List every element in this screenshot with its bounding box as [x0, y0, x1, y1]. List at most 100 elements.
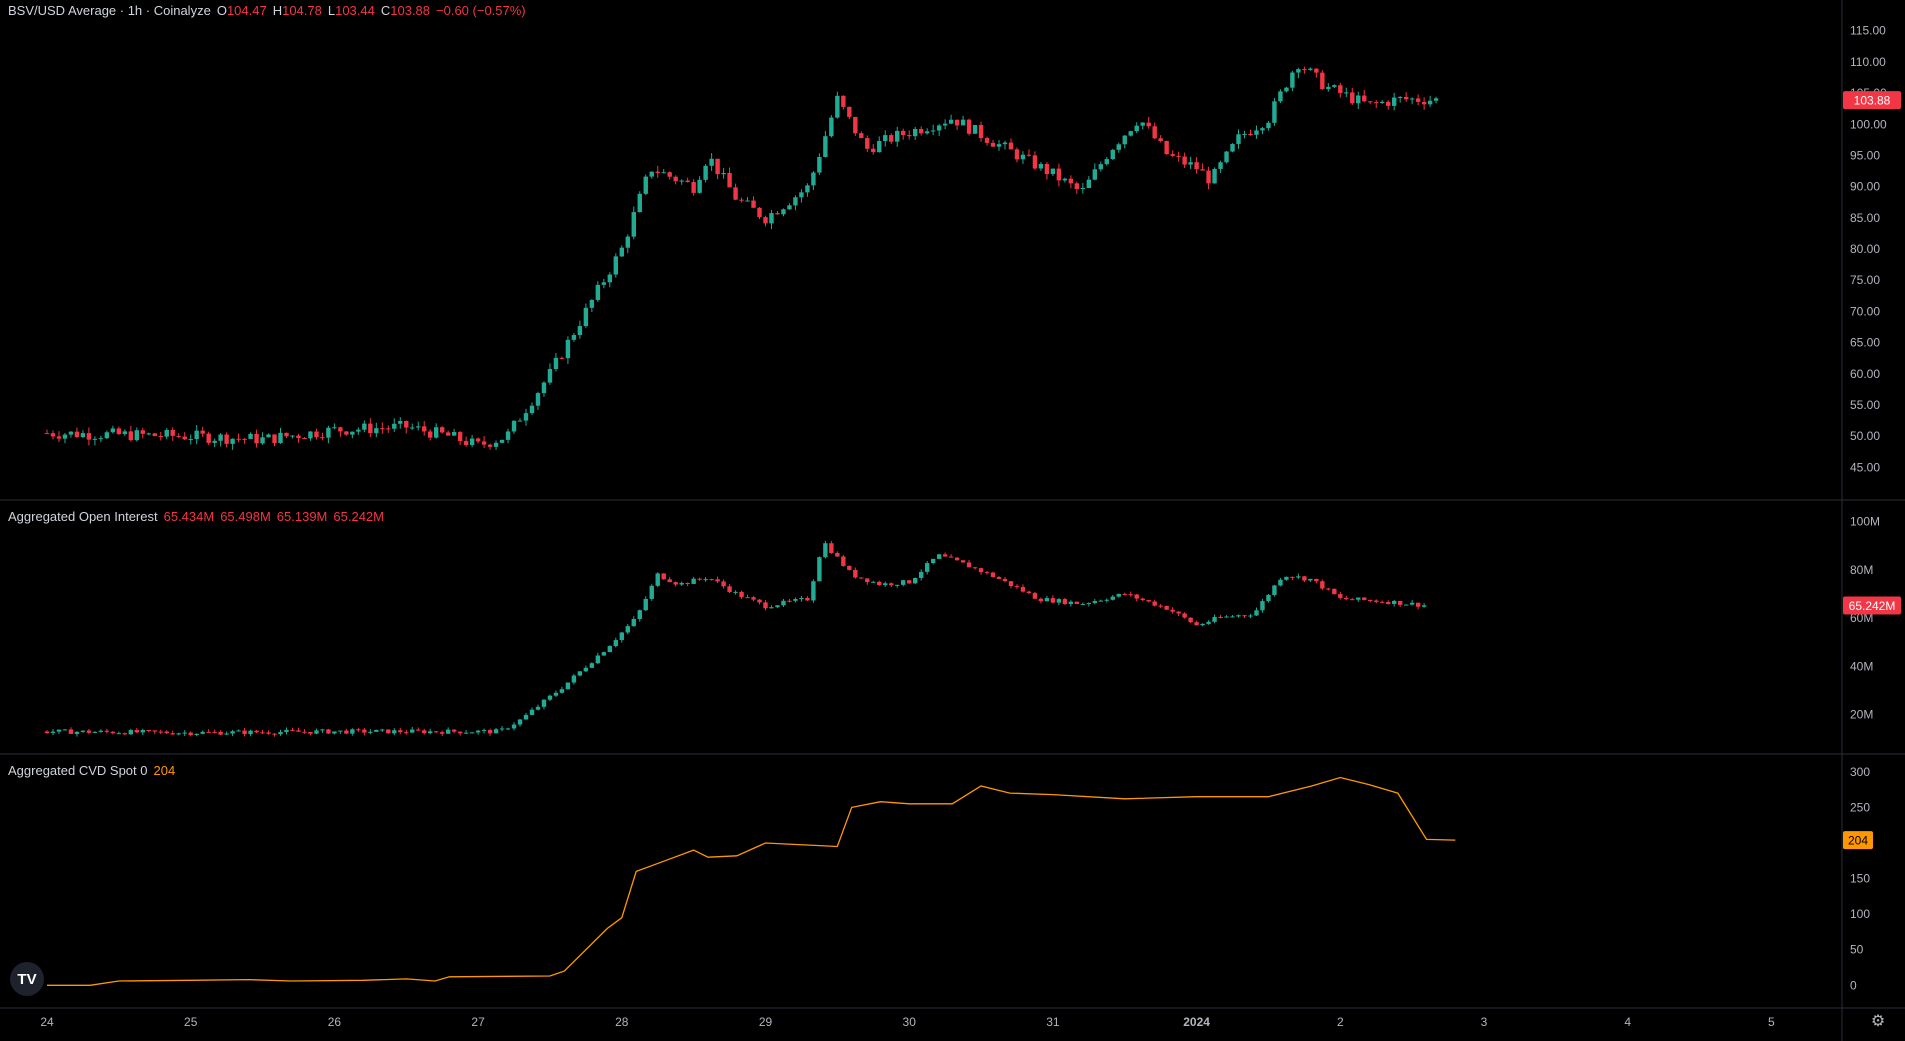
price-candle	[236, 438, 241, 440]
y-tick-label: 150	[1850, 872, 1870, 886]
price-candle	[128, 431, 134, 441]
open-label: O	[216, 3, 227, 18]
price-candle	[457, 432, 463, 442]
oi-candle	[1092, 601, 1098, 604]
oi-candle	[56, 729, 62, 732]
price-candle	[565, 339, 571, 359]
price-candle	[1403, 96, 1409, 100]
price-candle	[302, 438, 307, 440]
oi-candle	[104, 730, 110, 732]
price-candle	[799, 192, 804, 198]
oi-candle	[302, 731, 307, 733]
price-candle	[853, 116, 858, 134]
price-candle	[1062, 178, 1068, 181]
oi-candle	[1403, 604, 1409, 606]
price-candle	[1308, 68, 1313, 70]
price-candle	[930, 130, 936, 132]
oi-candle	[787, 600, 792, 602]
oi-candle	[871, 581, 876, 583]
oi-candle	[751, 597, 756, 600]
price-candle	[493, 442, 499, 447]
y-tick-label: 60M	[1850, 611, 1873, 625]
oi-candle	[1236, 615, 1241, 617]
price-candle	[541, 382, 547, 394]
price-candle	[380, 428, 385, 430]
oi-candle	[685, 582, 690, 584]
price-candle	[523, 413, 529, 421]
price-candle	[996, 144, 1002, 147]
tradingview-logo-icon[interactable]: TV	[10, 962, 44, 996]
oi-candle	[350, 729, 355, 734]
oi-candle	[182, 732, 187, 734]
oi-candle	[1320, 581, 1325, 589]
price-candle	[176, 435, 181, 437]
price-candle	[439, 427, 445, 433]
price-candle	[1014, 149, 1020, 160]
price-candle	[535, 393, 541, 406]
oi-candle	[889, 583, 894, 586]
price-candle	[1038, 163, 1044, 169]
oi-candle	[853, 569, 858, 578]
oi-candle	[380, 729, 385, 731]
oi-candle	[344, 730, 349, 734]
oi-candle	[218, 731, 223, 735]
oi-candle	[1296, 576, 1301, 578]
price-candle	[990, 142, 996, 147]
oi-candle	[1002, 578, 1008, 582]
oi-candle	[68, 729, 74, 734]
price-candle	[1098, 164, 1103, 170]
price-candle	[1182, 156, 1187, 165]
price-candle	[811, 172, 816, 186]
oi-candle	[248, 730, 253, 735]
price-candle	[1332, 85, 1337, 87]
price-candle	[1020, 154, 1026, 160]
price-candle	[146, 433, 151, 435]
price-candle	[847, 106, 852, 117]
oi-candle	[1020, 587, 1026, 592]
cvd-title[interactable]: Aggregated CVD Spot 0	[8, 763, 148, 778]
price-candle	[386, 428, 391, 430]
oi-candle	[924, 563, 930, 572]
oi-candle	[901, 580, 906, 585]
oi-candle	[1409, 602, 1415, 605]
oi-candle	[1284, 576, 1289, 580]
oi-candle	[589, 663, 595, 668]
settings-gear-icon[interactable]: ⚙	[1870, 1013, 1886, 1030]
price-candle	[1104, 159, 1109, 165]
oi-candle	[1224, 616, 1229, 618]
price-candle	[883, 135, 888, 142]
y-tick-label: 100M	[1850, 515, 1880, 529]
oi-candle	[374, 729, 379, 732]
price-candle	[517, 420, 523, 422]
price-candle	[505, 431, 511, 440]
oi-candle	[338, 730, 343, 732]
oi-candle	[493, 729, 499, 734]
price-candle	[374, 428, 379, 434]
y-tick-label: 40M	[1850, 659, 1873, 673]
price-candle	[805, 185, 810, 193]
oi-candle	[1386, 602, 1391, 604]
price-candle	[242, 438, 247, 440]
price-candle	[1386, 101, 1391, 106]
oi-candle	[457, 731, 463, 734]
oi-candle	[739, 591, 744, 598]
oi-candle	[422, 730, 427, 734]
oi-title[interactable]: Aggregated Open Interest	[8, 509, 158, 524]
oi-low-value: 65.139M	[276, 509, 328, 524]
price-candle	[960, 119, 966, 126]
oi-candle	[152, 730, 157, 732]
oi-candle	[1212, 617, 1217, 622]
oi-candle	[1056, 599, 1062, 603]
oi-candle	[1391, 600, 1397, 604]
price-candle	[972, 124, 978, 134]
oi-candle	[1368, 599, 1373, 601]
price-candle	[877, 141, 882, 153]
oi-candle	[50, 731, 56, 734]
oi-candle	[541, 699, 547, 707]
oi-candle	[469, 732, 475, 734]
price-candle	[529, 405, 535, 414]
symbol-title[interactable]: BSV/USD Average · 1h · Coinalyze	[8, 3, 211, 18]
price-candle	[1206, 170, 1211, 184]
price-candle	[350, 431, 355, 435]
